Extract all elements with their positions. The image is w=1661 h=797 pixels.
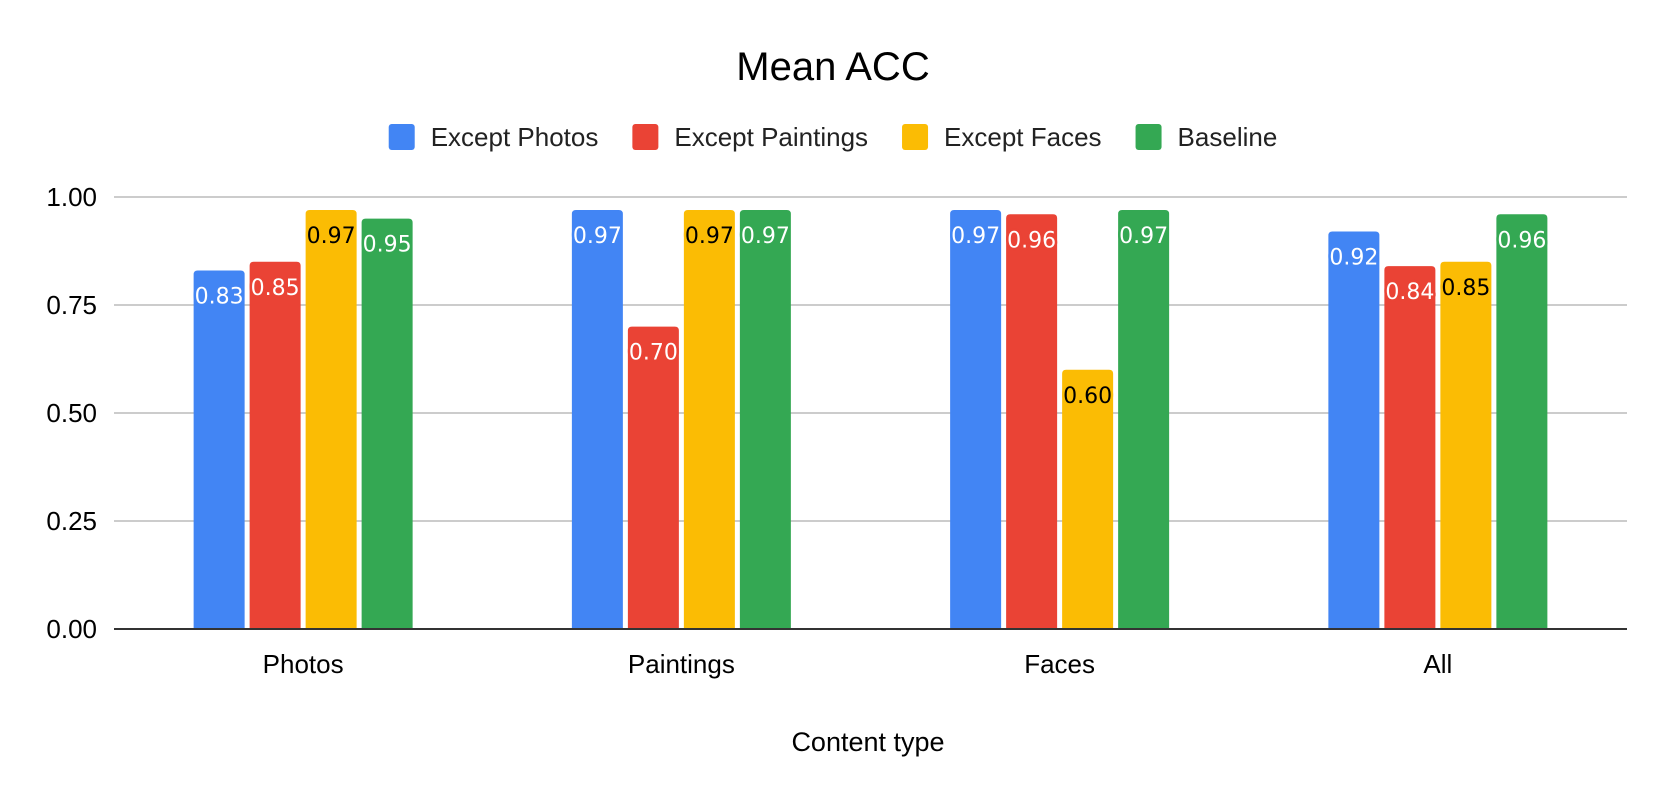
bar-photos-except-paintings xyxy=(249,261,301,629)
y-tick-label: 0.00 xyxy=(46,614,97,644)
legend-item: Except Faces xyxy=(902,122,1102,152)
legend-item: Except Paintings xyxy=(632,122,868,152)
legend-item: Except Photos xyxy=(388,122,599,152)
data-label: 0.70 xyxy=(629,341,678,366)
bar-faces-baseline xyxy=(1118,209,1170,629)
legend-swatch xyxy=(902,124,929,150)
legend: Except Photos Except Paintings Except Face… xyxy=(388,122,1278,152)
y-tick-label: 0.25 xyxy=(46,506,97,536)
bar-paintings-except-photos xyxy=(571,209,623,629)
bars: 0.83 0.85 0.97 0.95 0.97 0.70 0.97 0.97 0.97 0.96… xyxy=(192,209,1549,629)
bar-photos-except-photos xyxy=(193,270,245,629)
data-label: 0.97 xyxy=(741,224,790,249)
data-label: 0.83 xyxy=(195,284,244,309)
bar-faces-except-photos xyxy=(950,209,1002,629)
legend-swatch xyxy=(388,124,415,150)
legend-label: Baseline xyxy=(1178,122,1278,152)
data-label: 0.85 xyxy=(1441,276,1490,301)
legend-label: Except Paintings xyxy=(674,122,868,152)
y-tick-label: 0.75 xyxy=(46,290,97,320)
bar-all-except-paintings xyxy=(1384,266,1436,629)
legend-label: Except Photos xyxy=(431,122,599,152)
data-label: 0.97 xyxy=(307,224,356,249)
data-label: 0.97 xyxy=(1119,224,1168,249)
bar-all-baseline xyxy=(1496,214,1548,629)
bar-photos-except-faces xyxy=(305,209,357,629)
bar-faces-except-paintings xyxy=(1006,214,1058,629)
bar-all-except-photos xyxy=(1328,231,1380,629)
y-tick-label: 1.00 xyxy=(46,182,97,212)
x-axis-title: Content type xyxy=(791,727,944,757)
legend-item: Baseline xyxy=(1135,122,1278,152)
x-tick-label: All xyxy=(1423,649,1452,679)
bar-all-except-faces xyxy=(1440,261,1492,629)
bar-photos-baseline xyxy=(361,218,413,629)
legend-swatch xyxy=(632,124,659,150)
bar-paintings-except-paintings xyxy=(627,326,679,629)
data-label: 0.97 xyxy=(685,224,734,249)
data-label: 0.96 xyxy=(1497,228,1546,253)
x-axis-ticks: Photos Paintings Faces All xyxy=(263,649,1453,679)
data-label: 0.96 xyxy=(1007,228,1056,253)
data-label: 0.97 xyxy=(951,224,1000,249)
x-tick-label: Photos xyxy=(263,649,344,679)
legend-label: Except Faces xyxy=(944,122,1102,152)
y-axis-ticks: 0.00 0.25 0.50 0.75 1.00 xyxy=(46,182,97,644)
data-label: 0.60 xyxy=(1063,384,1112,409)
bar-rects xyxy=(193,209,1548,629)
data-label: 0.97 xyxy=(573,224,622,249)
data-label: 0.85 xyxy=(251,276,300,301)
bar-paintings-baseline xyxy=(739,209,791,629)
data-label: 0.84 xyxy=(1385,280,1434,305)
data-label: 0.92 xyxy=(1329,246,1378,271)
data-label: 0.95 xyxy=(363,233,412,258)
data-labels: 0.83 0.85 0.97 0.95 0.97 0.70 0.97 0.97 0.97 0.96… xyxy=(192,221,1549,411)
chart-title: Mean ACC xyxy=(736,45,929,89)
x-tick-label: Faces xyxy=(1024,649,1095,679)
x-tick-label: Paintings xyxy=(628,649,735,679)
y-tick-label: 0.50 xyxy=(46,398,97,428)
bar-faces-except-faces xyxy=(1062,369,1114,629)
legend-swatch xyxy=(1135,124,1162,150)
bar-paintings-except-faces xyxy=(683,209,735,629)
